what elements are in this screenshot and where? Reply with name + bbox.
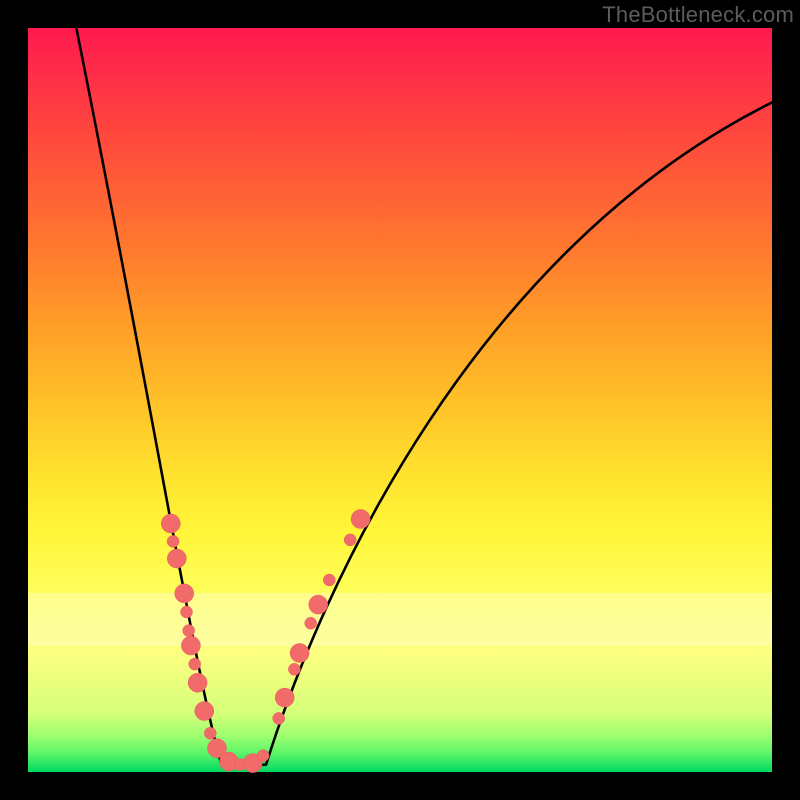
data-marker (273, 712, 285, 724)
watermark-text: TheBottleneck.com (602, 2, 794, 28)
data-marker (257, 750, 269, 762)
data-marker (323, 574, 335, 586)
data-marker (167, 535, 179, 547)
data-marker (181, 606, 193, 618)
markers-valley (219, 750, 269, 773)
data-marker (275, 688, 294, 707)
chart-svg (28, 28, 772, 772)
data-marker (290, 644, 309, 663)
data-marker (167, 549, 186, 568)
data-marker (175, 584, 194, 603)
data-marker (183, 625, 195, 637)
data-marker (344, 534, 356, 546)
data-marker (188, 673, 207, 692)
bottleneck-chart (28, 28, 772, 772)
data-marker (189, 658, 201, 670)
data-marker (204, 727, 216, 739)
data-marker (288, 663, 300, 675)
data-marker (309, 595, 328, 614)
frame: TheBottleneck.com (0, 0, 800, 800)
data-marker (351, 510, 370, 529)
data-marker (161, 514, 180, 533)
data-marker (181, 636, 200, 655)
v-curve (76, 28, 772, 765)
data-marker (305, 617, 317, 629)
data-marker (195, 702, 214, 721)
